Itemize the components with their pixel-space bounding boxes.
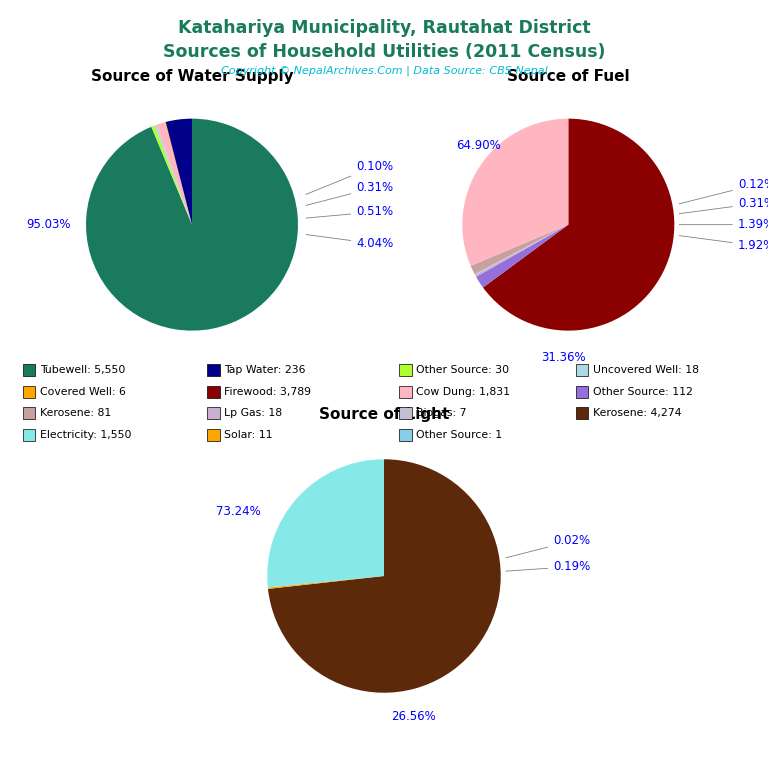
Wedge shape (151, 125, 192, 224)
Title: Source of Water Supply: Source of Water Supply (91, 69, 293, 84)
Wedge shape (86, 118, 298, 330)
Text: 64.90%: 64.90% (456, 139, 501, 151)
Wedge shape (166, 118, 192, 224)
Wedge shape (154, 125, 192, 224)
Wedge shape (471, 224, 568, 274)
Text: Copyright © NepalArchives.Com | Data Source: CBS Nepal: Copyright © NepalArchives.Com | Data Sou… (220, 65, 548, 76)
Wedge shape (483, 118, 674, 330)
Text: Solar: 11: Solar: 11 (224, 429, 273, 440)
Text: 1.92%: 1.92% (679, 236, 768, 253)
Text: Tap Water: 236: Tap Water: 236 (224, 365, 306, 376)
Text: 4.04%: 4.04% (306, 234, 393, 250)
Wedge shape (157, 122, 192, 224)
Text: Lp Gas: 18: Lp Gas: 18 (224, 408, 283, 419)
Text: 73.24%: 73.24% (216, 505, 260, 518)
Text: 26.56%: 26.56% (391, 710, 435, 723)
Text: 0.51%: 0.51% (306, 205, 393, 218)
Text: Other Source: 30: Other Source: 30 (416, 365, 509, 376)
Text: Tubewell: 5,550: Tubewell: 5,550 (40, 365, 125, 376)
Text: 0.10%: 0.10% (306, 160, 393, 194)
Wedge shape (268, 459, 501, 693)
Wedge shape (267, 459, 384, 588)
Text: 31.36%: 31.36% (541, 351, 585, 363)
Text: Firewood: 3,789: Firewood: 3,789 (224, 386, 311, 397)
Text: Biogas: 7: Biogas: 7 (416, 408, 467, 419)
Wedge shape (475, 224, 568, 276)
Text: 0.31%: 0.31% (306, 181, 393, 205)
Text: Covered Well: 6: Covered Well: 6 (40, 386, 126, 397)
Text: 0.31%: 0.31% (679, 197, 768, 214)
Wedge shape (476, 224, 568, 287)
Text: Other Source: 112: Other Source: 112 (593, 386, 693, 397)
Text: Electricity: 1,550: Electricity: 1,550 (40, 429, 131, 440)
Text: Uncovered Well: 18: Uncovered Well: 18 (593, 365, 699, 376)
Text: 1.39%: 1.39% (679, 218, 768, 231)
Text: Other Source: 1: Other Source: 1 (416, 429, 502, 440)
Wedge shape (268, 576, 384, 589)
Text: 0.02%: 0.02% (506, 535, 591, 558)
Text: Kerosene: 4,274: Kerosene: 4,274 (593, 408, 681, 419)
Wedge shape (462, 118, 568, 266)
Wedge shape (165, 122, 192, 224)
Text: Kerosene: 81: Kerosene: 81 (40, 408, 111, 419)
Wedge shape (475, 224, 568, 275)
Wedge shape (475, 224, 568, 274)
Text: 0.19%: 0.19% (506, 560, 591, 573)
Text: 95.03%: 95.03% (27, 218, 71, 231)
Title: Source of Light: Source of Light (319, 407, 449, 422)
Title: Source of Fuel: Source of Fuel (507, 69, 630, 84)
Text: Katahariya Municipality, Rautahat District
Sources of Household Utilities (2011 : Katahariya Municipality, Rautahat Distri… (163, 19, 605, 61)
Text: Cow Dung: 1,831: Cow Dung: 1,831 (416, 386, 510, 397)
Text: 0.12%: 0.12% (679, 178, 768, 204)
Wedge shape (268, 576, 384, 588)
